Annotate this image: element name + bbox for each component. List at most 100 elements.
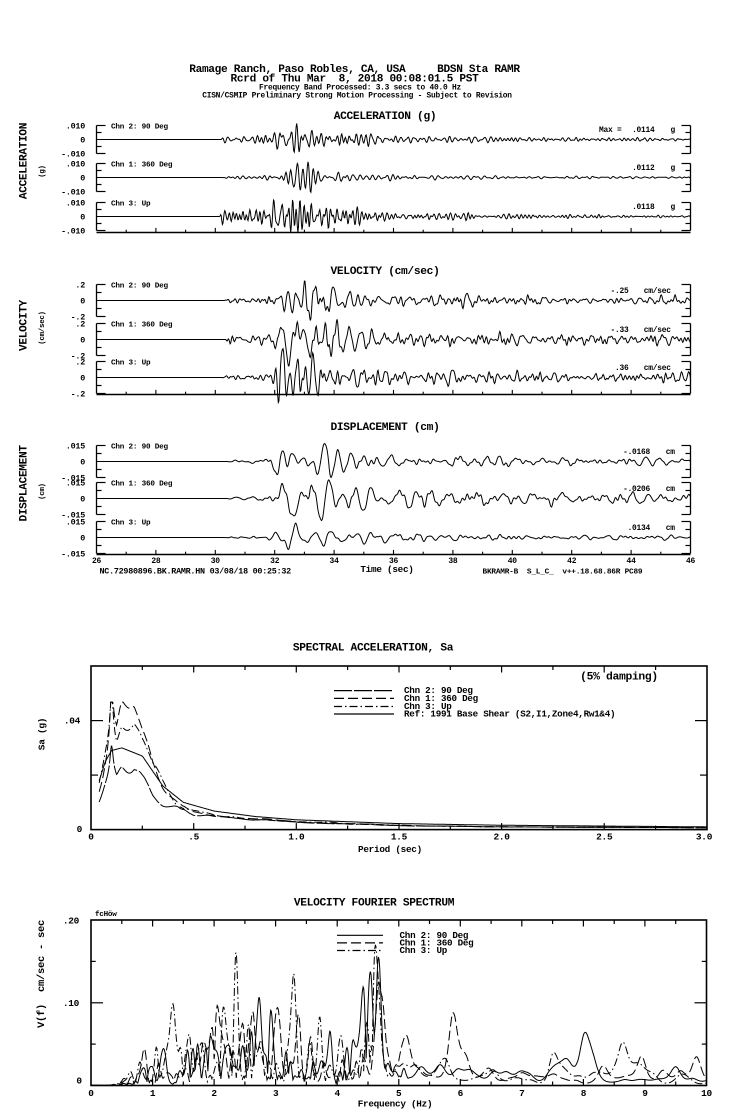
svg-text:34: 34: [330, 557, 340, 566]
svg-text:0: 0: [88, 832, 94, 843]
svg-text:g: g: [671, 203, 676, 212]
svg-text:Chn 1: 360 Deg: Chn 1: 360 Deg: [111, 481, 173, 489]
svg-text:Chn 2: 90 Deg: Chn 2: 90 Deg: [400, 930, 469, 941]
svg-text:0: 0: [80, 173, 85, 183]
svg-text:.0112: .0112: [632, 164, 655, 173]
svg-text:-.015: -.015: [61, 510, 85, 520]
svg-text:-.010: -.010: [61, 187, 85, 197]
svg-text:Max =: Max =: [599, 126, 622, 135]
svg-text:.2: .2: [75, 319, 85, 329]
svg-text:-.0206: -.0206: [623, 485, 650, 494]
svg-text:.2: .2: [75, 280, 85, 290]
svg-text:0: 0: [80, 335, 85, 345]
svg-text:28: 28: [151, 557, 161, 566]
svg-text:30: 30: [211, 557, 221, 566]
svg-text:Chn 1: 360 Deg: Chn 1: 360 Deg: [404, 693, 479, 704]
svg-text:-.2: -.2: [71, 389, 86, 399]
svg-text:.10: .10: [63, 998, 80, 1009]
svg-text:Chn 2: 90 Deg: Chn 2: 90 Deg: [111, 124, 168, 132]
svg-text:BKRAMR-B S_L_C_ v++.18.68.86: BKRAMR-B S_L_C_ v++.18.68.86R PC89: [483, 569, 643, 577]
svg-text:0: 0: [80, 457, 85, 467]
svg-text:0: 0: [80, 212, 85, 222]
svg-text:(g): (g): [39, 165, 47, 178]
svg-text:.20: .20: [63, 916, 80, 927]
svg-text:44: 44: [627, 557, 637, 566]
svg-text:-.2: -.2: [71, 312, 86, 322]
svg-text:.36: .36: [615, 364, 629, 373]
svg-text:Sa (g): Sa (g): [37, 718, 48, 750]
svg-text:5: 5: [396, 1088, 402, 1099]
svg-text:.010: .010: [66, 121, 85, 131]
svg-text:VELOCITY: VELOCITY: [19, 299, 31, 350]
svg-text:Chn 1: 360 Deg: Chn 1: 360 Deg: [111, 162, 173, 170]
svg-text:0: 0: [88, 1088, 94, 1099]
svg-text:.5: .5: [188, 832, 199, 843]
svg-text:Chn 2: 90 Deg: Chn 2: 90 Deg: [111, 283, 168, 291]
svg-text:(cm): (cm): [39, 483, 47, 500]
svg-text:Frequency Band Processed: 3.3: Frequency Band Processed: 3.3 secs to 40…: [259, 84, 461, 93]
svg-text:g: g: [671, 126, 676, 135]
svg-text:Frequency (Hz): Frequency (Hz): [358, 1099, 433, 1110]
svg-text:g: g: [671, 164, 676, 173]
svg-text:26: 26: [92, 557, 102, 566]
svg-text:cm: cm: [666, 524, 675, 533]
svg-text:36: 36: [389, 557, 399, 566]
svg-text:42: 42: [567, 557, 577, 566]
svg-text:-.0168: -.0168: [623, 448, 650, 457]
svg-text:2: 2: [211, 1088, 217, 1099]
svg-text:.015: .015: [66, 517, 85, 527]
svg-text:.04: .04: [64, 716, 81, 727]
svg-text:Chn 1: 360 Deg: Chn 1: 360 Deg: [111, 322, 173, 330]
svg-text:9: 9: [642, 1088, 648, 1099]
svg-text:3.0: 3.0: [696, 832, 713, 843]
svg-text:Period (sec): Period (sec): [358, 844, 422, 855]
svg-text:DISPLACEMENT: DISPLACEMENT: [19, 445, 31, 522]
svg-text:40: 40: [508, 557, 518, 566]
svg-text:.015: .015: [66, 478, 85, 488]
svg-text:NC.72980896.BK.RAMR.HN 03/08/1: NC.72980896.BK.RAMR.HN 03/08/18 00:25:32: [100, 567, 292, 577]
svg-text:0: 0: [80, 135, 85, 145]
svg-text:.0118: .0118: [632, 203, 655, 212]
svg-text:2.0: 2.0: [494, 832, 511, 843]
svg-text:cm/sec: cm/sec: [644, 364, 671, 373]
svg-text:46: 46: [686, 557, 696, 566]
svg-text:Time (sec): Time (sec): [360, 564, 413, 575]
svg-text:-.015: -.015: [61, 473, 85, 483]
svg-text:32: 32: [270, 557, 280, 566]
svg-text:0: 0: [80, 373, 85, 383]
svg-text:SPECTRAL ACCELERATION, Sa: SPECTRAL ACCELERATION, Sa: [293, 643, 454, 655]
svg-text:CISN/CSMIP Preliminary Strong: CISN/CSMIP Preliminary Strong Motion Pro…: [202, 92, 512, 101]
svg-text:cm/sec: cm/sec: [644, 326, 671, 335]
svg-text:0: 0: [80, 296, 85, 306]
svg-text:Chn 2: 90 Deg: Chn 2: 90 Deg: [404, 685, 473, 696]
svg-text:Chn 3: Up: Chn 3: Up: [404, 701, 452, 712]
svg-text:V(f) cm/sec - sec: V(f) cm/sec - sec: [36, 920, 48, 1028]
svg-text:Rcrd of Thu Mar 8, 2018 00:08: Rcrd of Thu Mar 8, 2018 00:08:01.5 PST: [231, 73, 480, 85]
svg-text:4: 4: [334, 1088, 340, 1099]
svg-text:Ramage Ranch, Paso Robles, CA,: Ramage Ranch, Paso Robles, CA, USA BDSN …: [189, 64, 520, 76]
svg-text:0: 0: [80, 494, 85, 504]
svg-text:cm: cm: [666, 448, 675, 457]
svg-text:10: 10: [701, 1088, 712, 1099]
svg-text:6: 6: [458, 1088, 464, 1099]
svg-text:-.33: -.33: [611, 326, 629, 335]
svg-text:Chn 3: Up: Chn 3: Up: [400, 945, 448, 956]
svg-text:fcHöw: fcHöw: [95, 911, 117, 919]
svg-text:.2: .2: [75, 357, 85, 367]
svg-text:ACCELERATION: ACCELERATION: [19, 123, 31, 199]
svg-text:(5% damping): (5% damping): [580, 672, 658, 684]
svg-text:1.0: 1.0: [288, 832, 305, 843]
svg-text:Chn 3: Up: Chn 3: Up: [111, 201, 151, 209]
svg-text:1.5: 1.5: [391, 832, 408, 843]
svg-text:.0114: .0114: [632, 126, 655, 135]
svg-text:-.25: -.25: [611, 287, 629, 296]
svg-text:1: 1: [150, 1088, 156, 1099]
svg-text:cm: cm: [666, 485, 675, 494]
svg-text:Ref: 1991 Base Shear (S2,I1,Zo: Ref: 1991 Base Shear (S2,I1,Zone4,Rw1&4): [404, 709, 615, 720]
svg-text:-.010: -.010: [61, 226, 85, 236]
svg-text:cm/sec: cm/sec: [644, 287, 671, 296]
svg-text:(cm/sec): (cm/sec): [39, 311, 47, 345]
svg-text:38: 38: [448, 557, 458, 566]
svg-text:0: 0: [80, 533, 85, 543]
svg-text:8: 8: [581, 1088, 587, 1099]
